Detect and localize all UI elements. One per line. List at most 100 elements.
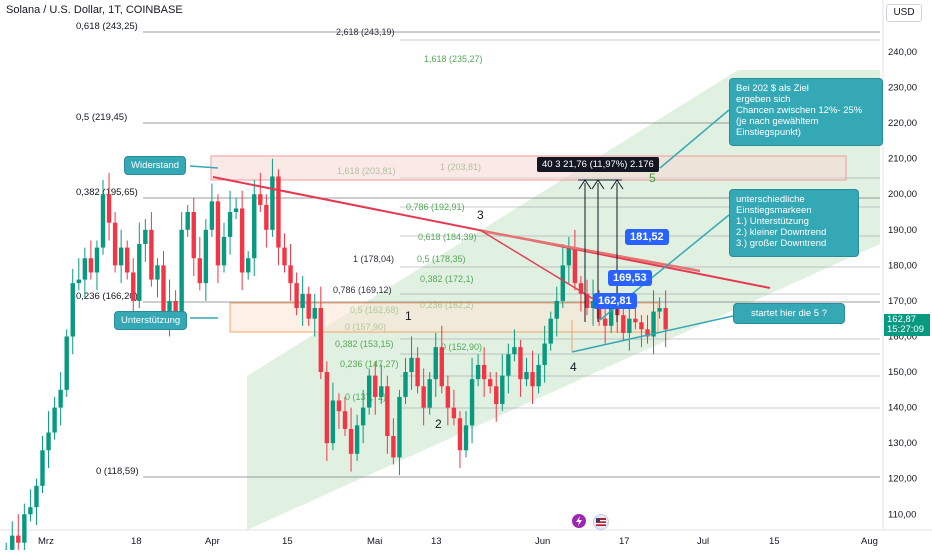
candle-body <box>246 258 250 272</box>
entries-callout-line: 3.) großer Downtrend <box>736 238 852 249</box>
entries-callout-line: 2.) kleiner Downtrend <box>736 227 852 238</box>
candle-body <box>500 376 504 404</box>
fib-mid-label: 0,786 (192,91) <box>406 202 465 212</box>
candle-body <box>119 248 123 266</box>
candle-body <box>343 411 347 429</box>
fib-mid-label: 2,618 (243,19) <box>336 27 395 37</box>
time-axis-label: 18 <box>131 536 142 547</box>
candle-body <box>494 386 498 404</box>
candle-body <box>313 308 317 319</box>
candle-body <box>143 230 147 244</box>
currency-button[interactable]: USD <box>886 4 922 22</box>
candle-body <box>77 280 81 284</box>
candle-body <box>149 230 153 280</box>
candle-body <box>234 208 238 212</box>
candle-body <box>440 347 444 386</box>
candle-body <box>131 272 135 300</box>
candle-body <box>294 283 298 308</box>
candle-body <box>71 283 75 336</box>
entry-label-169: 169,53 <box>608 270 652 286</box>
fib-mid-label: 0,382 (172,1) <box>420 274 474 284</box>
entry-label-162: 162,81 <box>593 293 637 309</box>
candle-body <box>40 450 44 486</box>
candle-body <box>355 425 359 453</box>
candle-body <box>28 507 32 514</box>
candle-body <box>403 372 407 397</box>
candle-body <box>22 514 26 542</box>
candle-body <box>397 397 401 457</box>
fib-mid-label: 0,618 (184,39) <box>418 232 477 242</box>
candle-body <box>373 376 377 397</box>
fib-mid-label: 0 (152,90) <box>441 342 482 352</box>
fib-mid-label: 0,5 (178,35) <box>417 254 466 264</box>
candle-body <box>65 336 69 389</box>
candle-body <box>288 265 292 283</box>
candle-body <box>240 208 244 272</box>
wave-number: 2 <box>435 417 442 431</box>
candle-body <box>204 230 208 283</box>
candle-body <box>603 319 607 326</box>
candle-body <box>561 265 565 301</box>
fib-mid-label: 0,786 (169,12) <box>333 285 392 295</box>
flag-icon[interactable] <box>593 514 609 530</box>
fib-mid-label: 1 (178,04) <box>353 254 394 264</box>
candle-body <box>89 258 93 272</box>
price-axis-label: 230,00 <box>888 83 917 94</box>
entries-callout-line: 1.) Unterstützung <box>736 216 852 227</box>
price-axis-label: 120,00 <box>888 474 917 485</box>
candle-body <box>415 358 419 386</box>
candle-body <box>264 205 268 230</box>
price-axis-label: 110,00 <box>888 509 916 520</box>
candle-body <box>107 194 111 222</box>
candle-body <box>210 201 214 229</box>
time-axis-label: Aug <box>861 536 878 547</box>
candle-body <box>421 386 425 407</box>
resistance-callout: Widerstand <box>124 156 186 175</box>
lightning-icon[interactable] <box>572 514 586 528</box>
candle-body <box>276 176 280 247</box>
candle-body <box>361 408 365 426</box>
entries-callout-line: unterschiedliche <box>736 194 852 205</box>
candle-body <box>307 294 311 319</box>
fib-left-label: 0,618 (243,25) <box>76 21 138 32</box>
target-callout-line: (je nach gewähltem <box>736 116 876 127</box>
price-axis-label: 150,00 <box>888 367 917 378</box>
time-axis-label: Apr <box>205 536 220 547</box>
fib-mid-label: 0,382 (153,15) <box>335 339 394 349</box>
candle-body <box>173 301 177 312</box>
candle-body <box>83 258 87 279</box>
price-axis-label: 180,00 <box>888 260 917 271</box>
candle-body <box>186 212 190 230</box>
candle-body <box>657 308 661 312</box>
wave-number: 3 <box>477 208 484 222</box>
time-axis-label: 15 <box>769 536 780 547</box>
candle-body <box>542 344 546 365</box>
target-callout-line: Einstiegspunkt) <box>736 127 876 138</box>
fib-left-label: 0 (118,59) <box>96 466 139 477</box>
candle-body <box>549 319 553 344</box>
candle-body <box>639 322 643 329</box>
time-axis-label: Mrz <box>38 536 54 547</box>
candle-body <box>530 372 534 386</box>
candle-body <box>512 347 516 354</box>
fib-mid-label: 0,236 (147,27) <box>340 359 399 369</box>
countdown-tag: 15:27:09 <box>884 324 930 336</box>
candle-body <box>16 536 20 543</box>
target-callout-line: Bei 202 $ als Ziel <box>736 83 876 94</box>
target-callout-line: Chancen zwischen 12%- 25% <box>736 105 876 116</box>
candle-body <box>337 400 341 411</box>
candle-body <box>464 425 468 450</box>
candle-body <box>476 365 480 379</box>
price-axis-label: 240,00 <box>888 47 917 58</box>
resistance-zone <box>211 156 846 180</box>
candle-body <box>555 301 559 319</box>
price-axis-label: 190,00 <box>888 225 917 236</box>
candle-body <box>101 194 105 247</box>
candle-body <box>319 308 323 372</box>
price-axis-label: 140,00 <box>888 403 917 414</box>
candle-body <box>391 436 395 457</box>
measure-mid: 3 <box>555 159 560 170</box>
candle-body <box>34 486 38 507</box>
time-axis-label: 13 <box>431 536 442 547</box>
price-axis-label: 130,00 <box>888 438 917 449</box>
